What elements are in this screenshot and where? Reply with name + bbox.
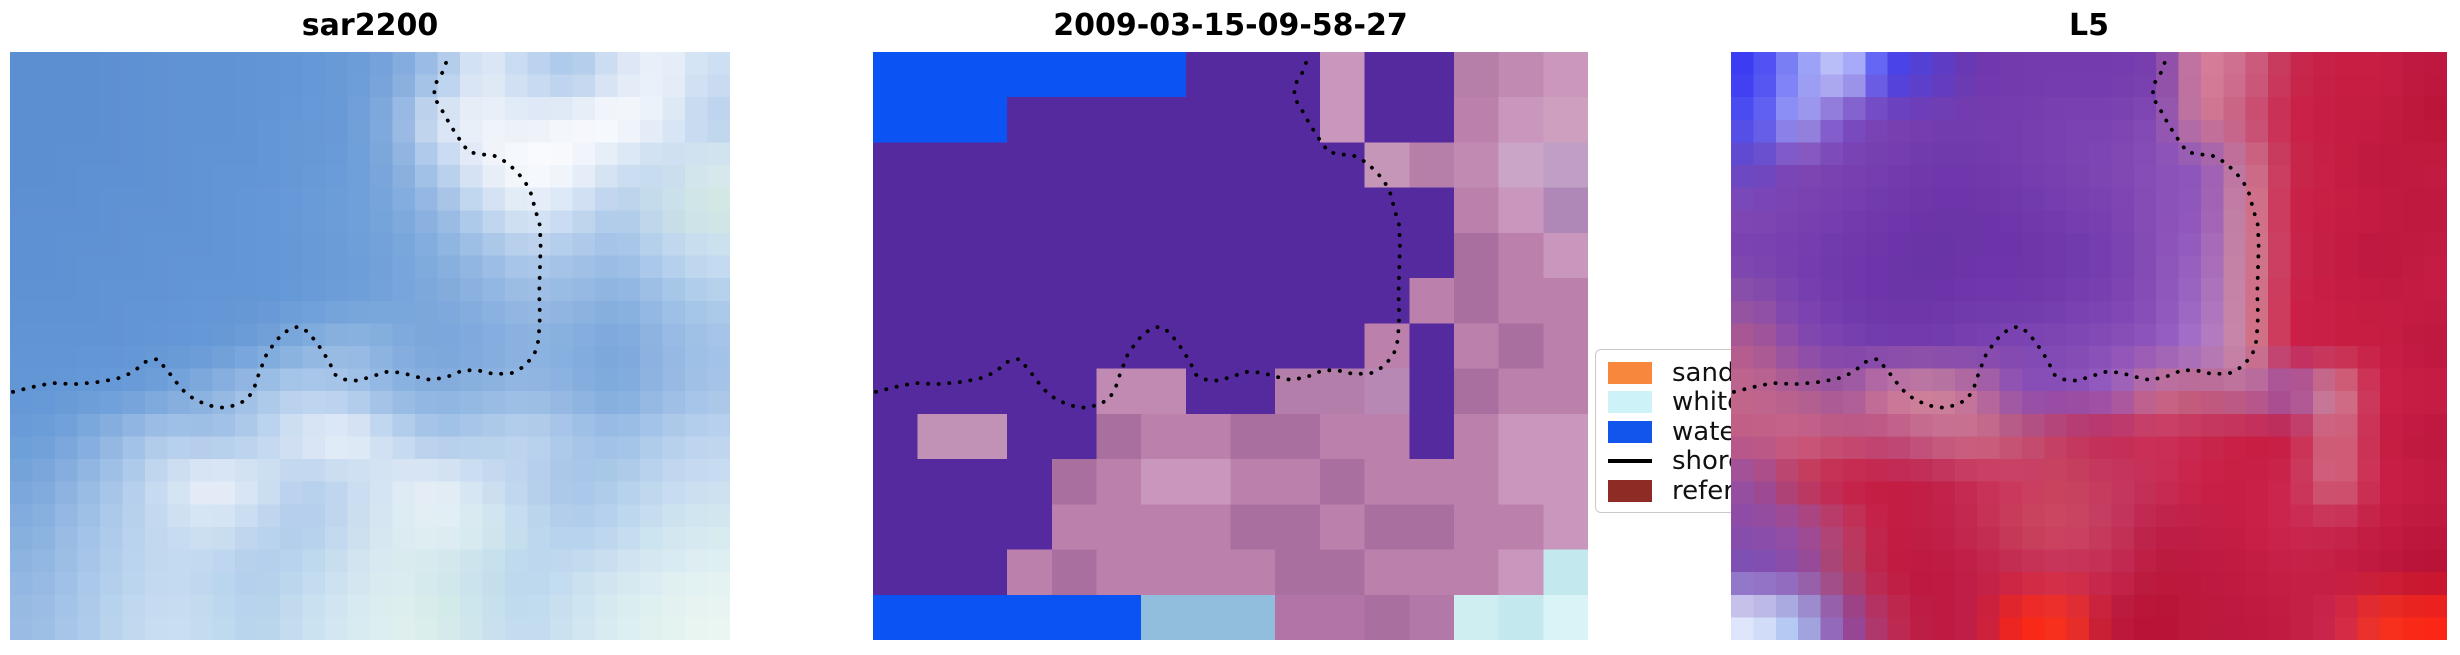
water-color-swatch [1608, 420, 1652, 443]
subplot-l5: L5 [1731, 8, 2447, 640]
shoreline-line-swatch [1608, 450, 1652, 472]
subplot-classified: 2009-03-15-09-58-27 [873, 8, 1588, 640]
satellite-image-sar2200 [10, 52, 730, 640]
reference-color-swatch [1608, 479, 1652, 502]
classified-image [873, 52, 1588, 640]
shoreline-line-icon [1608, 459, 1652, 463]
sand-color-swatch [1608, 361, 1652, 384]
panel-title: sar2200 [301, 8, 439, 43]
legend-label-sand: sand [1672, 357, 1735, 388]
panel-title: L5 [2069, 8, 2109, 43]
legend-item-sand: sand [1608, 357, 1800, 388]
whitewater-color-swatch [1608, 391, 1652, 413]
panel-title: 2009-03-15-09-58-27 [1053, 8, 1408, 43]
subplot-sar2200: sar2200 [10, 8, 730, 640]
satellite-image-l5 [1731, 52, 2447, 640]
